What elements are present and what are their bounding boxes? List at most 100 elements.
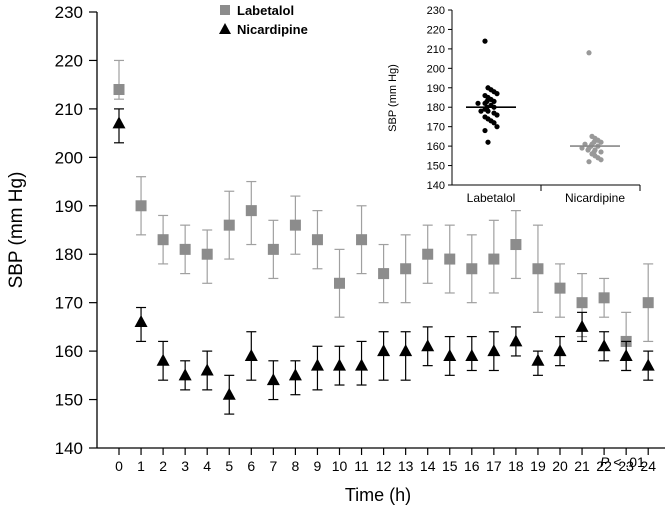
inset-y-tick-label: 220 xyxy=(427,24,445,36)
y-tick-label: 210 xyxy=(55,100,83,119)
labetalol-point xyxy=(400,263,412,275)
x-tick-label: 0 xyxy=(115,458,123,474)
inset-dot xyxy=(491,98,497,104)
x-tick-label: 4 xyxy=(203,458,211,474)
inset-dot xyxy=(485,139,491,145)
inset-dot xyxy=(482,127,488,134)
nicardipine-point xyxy=(531,353,545,366)
nicardipine-point xyxy=(288,368,302,381)
inset-dot xyxy=(494,124,500,130)
nicardipine-point xyxy=(355,358,369,371)
y-axis-label: SBP (mm Hg) xyxy=(6,172,27,289)
y-tick-label: 190 xyxy=(55,197,83,216)
labetalol-point xyxy=(466,263,478,275)
x-tick-label: 10 xyxy=(332,458,348,474)
inset-dot xyxy=(586,159,592,165)
nicardipine-point xyxy=(266,373,280,386)
x-tick-label: 21 xyxy=(574,458,590,474)
inset-x-tick-label: Labetalol xyxy=(467,191,516,205)
x-tick-label: 19 xyxy=(530,458,546,474)
y-tick-label: 150 xyxy=(55,391,83,410)
labetalol-point xyxy=(642,297,654,309)
nicardipine-point xyxy=(421,339,435,352)
legend-square-icon xyxy=(220,5,230,15)
nicardipine-point xyxy=(310,358,324,371)
inset-y-tick-label: 180 xyxy=(427,102,445,114)
inset-dot xyxy=(478,108,484,114)
nicardipine-point xyxy=(156,353,170,366)
nicardipine-point xyxy=(487,344,501,357)
legend: Labetalol Nicardipine xyxy=(219,3,308,37)
legend-label: Labetalol xyxy=(237,3,294,18)
y-tick-label: 170 xyxy=(55,294,83,313)
inset-y-tick-label: 150 xyxy=(427,161,445,173)
labetalol-point xyxy=(510,239,522,251)
inset-dot xyxy=(598,139,604,145)
nicardipine-point xyxy=(575,319,589,332)
labetalol-point xyxy=(422,248,434,260)
x-tick-label: 12 xyxy=(376,458,392,474)
x-tick-label: 16 xyxy=(464,458,480,474)
x-tick-label: 23 xyxy=(618,458,634,474)
nicardipine-point xyxy=(399,344,413,357)
x-tick-label: 13 xyxy=(398,458,414,474)
x-tick-label: 24 xyxy=(640,458,656,474)
legend-triangle-icon xyxy=(219,23,231,34)
inset-y-tick-label: 170 xyxy=(427,122,445,134)
labetalol-point xyxy=(532,263,544,275)
x-tick-label: 7 xyxy=(269,458,277,474)
y-tick-label: 200 xyxy=(55,148,83,167)
x-tick-label: 20 xyxy=(552,458,568,474)
inset-dot xyxy=(485,108,491,114)
y-tick-label: 180 xyxy=(55,245,83,264)
labetalol-point xyxy=(201,248,213,260)
x-tick-label: 15 xyxy=(442,458,458,474)
inset-y-tick-label: 190 xyxy=(427,83,445,95)
labetalol-point xyxy=(576,297,588,309)
inset-dot xyxy=(585,147,591,153)
legend-label: Nicardipine xyxy=(237,22,308,37)
nicardipine-point xyxy=(597,339,611,352)
nicardipine-point xyxy=(641,358,655,371)
inset-dot xyxy=(482,100,488,106)
x-tick-label: 6 xyxy=(247,458,255,474)
inset-y-tick-label: 140 xyxy=(427,180,445,192)
inset-dot xyxy=(494,91,500,97)
series-nicardipine xyxy=(112,108,655,415)
x-tick-label: 11 xyxy=(354,458,369,474)
nicardipine-point xyxy=(112,116,126,129)
nicardipine-point xyxy=(509,334,523,347)
labetalol-point xyxy=(223,219,235,231)
inset-y-tick-label: 230 xyxy=(427,5,445,17)
inset-y-tick-label: 160 xyxy=(427,141,445,153)
nicardipine-point xyxy=(465,348,479,361)
labetalol-point xyxy=(245,205,257,217)
y-tick-label: 220 xyxy=(55,51,83,70)
x-tick-label: 17 xyxy=(486,458,502,474)
nicardipine-point xyxy=(134,315,148,328)
x-tick-label: 9 xyxy=(314,458,322,474)
labetalol-point xyxy=(113,84,125,96)
labetalol-point xyxy=(157,234,169,246)
nicardipine-point xyxy=(553,344,567,357)
nicardipine-point xyxy=(222,387,236,400)
nicardipine-point xyxy=(200,363,214,376)
nicardipine-point xyxy=(443,348,457,361)
inset-dot xyxy=(494,112,500,118)
inset-group-nicardipine xyxy=(570,50,620,165)
p-value-annotation: P < .01 xyxy=(600,454,645,470)
inset-dot xyxy=(598,157,604,163)
p-value-rest: < .01 xyxy=(609,454,645,470)
labetalol-point xyxy=(444,253,456,265)
labetalol-point xyxy=(598,292,610,304)
labetalol-point xyxy=(289,219,301,231)
labetalol-point xyxy=(311,234,323,246)
labetalol-point xyxy=(135,200,147,212)
nicardipine-point xyxy=(619,348,633,361)
inset-dot xyxy=(491,120,497,126)
inset-dot xyxy=(598,149,604,155)
inset-dot xyxy=(482,38,488,44)
x-tick-label: 14 xyxy=(420,458,436,474)
labetalol-point xyxy=(488,253,500,265)
